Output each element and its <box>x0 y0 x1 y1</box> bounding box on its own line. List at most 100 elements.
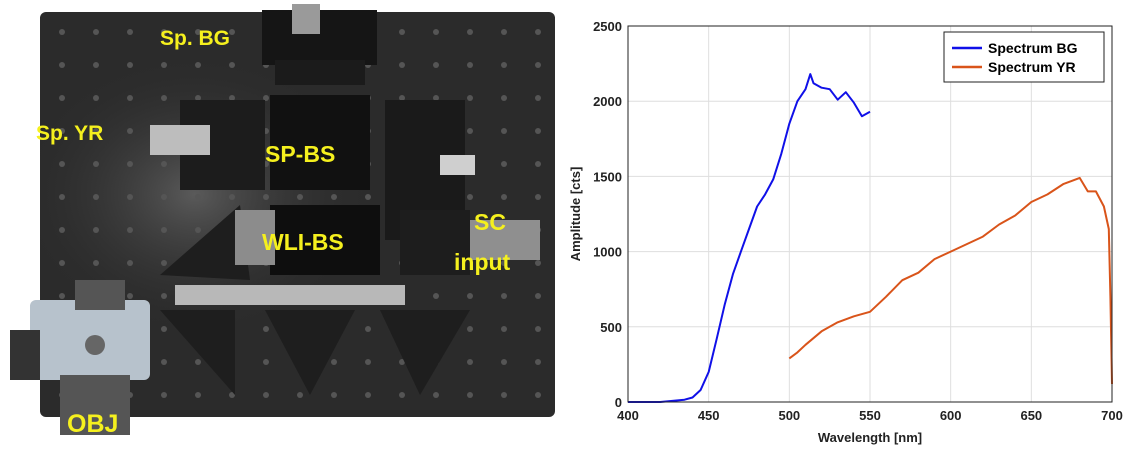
mounting-hole <box>467 62 473 68</box>
mounting-hole <box>93 161 99 167</box>
mounting-hole <box>501 194 507 200</box>
mounting-hole <box>467 194 473 200</box>
mounting-hole <box>195 62 201 68</box>
mounting-hole <box>365 326 371 332</box>
y-tick-label: 1500 <box>593 169 622 184</box>
mounting-hole <box>59 161 65 167</box>
mounting-hole <box>161 293 167 299</box>
x-tick-label: 600 <box>940 408 962 423</box>
x-axis-label: Wavelength [nm] <box>818 430 922 445</box>
mounting-hole <box>229 392 235 398</box>
mounting-hole <box>501 293 507 299</box>
mounting-hole <box>161 194 167 200</box>
tick-labels: 400 450 500 550 600 650 700 0 500 1000 1500 2000 250… <box>593 19 1123 423</box>
mounting-hole <box>501 359 507 365</box>
y-tick-label: 0 <box>615 395 622 410</box>
mounting-hole <box>59 128 65 134</box>
mounting-hole <box>59 260 65 266</box>
mounting-hole <box>93 128 99 134</box>
mounting-hole <box>127 95 133 101</box>
x-tick-label: 650 <box>1020 408 1042 423</box>
mounting-hole <box>229 95 235 101</box>
label-input: input <box>454 249 511 275</box>
mounting-hole <box>263 359 269 365</box>
mounting-hole <box>263 326 269 332</box>
mounting-hole <box>399 29 405 35</box>
mounting-hole <box>467 29 473 35</box>
mounting-hole <box>501 95 507 101</box>
mounting-hole <box>59 95 65 101</box>
mounting-hole <box>127 62 133 68</box>
label-sp-yr: Sp. YR <box>36 122 103 145</box>
legend-label-spectrum-bg: Spectrum BG <box>988 40 1078 56</box>
mounting-hole <box>195 227 201 233</box>
mounting-hole <box>161 260 167 266</box>
mounting-hole <box>195 359 201 365</box>
mounting-hole <box>127 128 133 134</box>
mounting-hole <box>399 392 405 398</box>
mounting-hole <box>433 293 439 299</box>
label-obj: OBJ <box>67 410 118 438</box>
mounting-hole <box>399 95 405 101</box>
mounting-hole <box>535 95 541 101</box>
mounting-hole <box>501 392 507 398</box>
sp-bs-cube <box>270 95 370 190</box>
x-tick-label: 400 <box>617 408 639 423</box>
mounting-hole <box>535 128 541 134</box>
mounting-hole <box>331 359 337 365</box>
label-wli-bs: WLI-BS <box>262 229 344 255</box>
mounting-hole <box>229 62 235 68</box>
mounting-hole <box>535 161 541 167</box>
mounting-hole <box>127 194 133 200</box>
y-tick-label: 500 <box>600 320 622 335</box>
mounting-hole <box>59 29 65 35</box>
legend-label-spectrum-yr: Spectrum YR <box>988 59 1076 75</box>
mounting-hole <box>59 194 65 200</box>
mounting-hole <box>161 326 167 332</box>
mounting-hole <box>331 392 337 398</box>
mounting-hole <box>161 29 167 35</box>
mounting-hole <box>433 62 439 68</box>
mounting-hole <box>501 260 507 266</box>
legend-box <box>943 31 1105 83</box>
mounting-hole <box>535 62 541 68</box>
label-sp-bg: Sp. BG <box>160 27 230 50</box>
mounting-hole <box>161 95 167 101</box>
mounting-hole <box>535 359 541 365</box>
mounting-hole <box>297 194 303 200</box>
mounting-hole <box>535 194 541 200</box>
mounting-hole <box>535 260 541 266</box>
mounting-hole <box>365 194 371 200</box>
mounting-hole <box>433 392 439 398</box>
mounting-hole <box>93 227 99 233</box>
mounting-hole <box>93 194 99 200</box>
x-tick-label: 450 <box>698 408 720 423</box>
mounting-hole <box>501 326 507 332</box>
mounting-hole <box>161 161 167 167</box>
mounting-hole <box>161 359 167 365</box>
mounting-hole <box>93 29 99 35</box>
mounting-hole <box>467 293 473 299</box>
mounting-hole <box>467 326 473 332</box>
label-sp-bs: SP-BS <box>265 141 335 167</box>
mounting-hole <box>365 359 371 365</box>
series-lines <box>628 73 1113 403</box>
mounting-hole <box>229 29 235 35</box>
mounting-hole <box>433 95 439 101</box>
mounting-hole <box>501 62 507 68</box>
mounting-hole <box>127 260 133 266</box>
mounting-hole <box>59 62 65 68</box>
mounting-hole <box>467 359 473 365</box>
x-tick-label: 550 <box>859 408 881 423</box>
mounting-hole <box>59 227 65 233</box>
series-line-spectrum-bg <box>628 73 871 403</box>
optical-setup-photo: Sp. BG Sp. YR SP-BS WLI-BS SC input OBJ <box>0 0 560 448</box>
plot-frame <box>627 25 1113 403</box>
mounting-hole <box>535 293 541 299</box>
mounting-hole <box>467 128 473 134</box>
legend: Spectrum BG Spectrum YR <box>943 31 1105 83</box>
mounting-hole <box>127 29 133 35</box>
mounting-hole <box>195 194 201 200</box>
mounting-hole <box>501 161 507 167</box>
mounting-hole <box>93 62 99 68</box>
